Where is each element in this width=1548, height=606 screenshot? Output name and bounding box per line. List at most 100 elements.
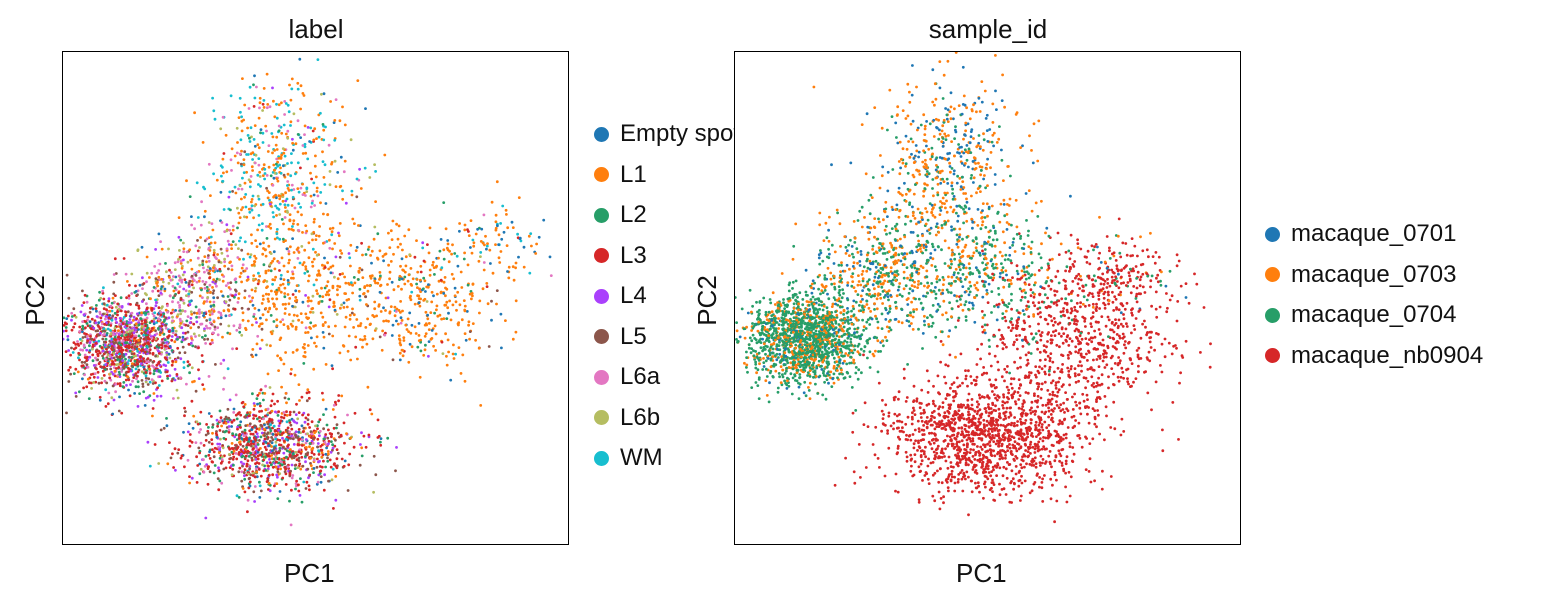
scatter-point xyxy=(287,261,291,265)
scatter-point xyxy=(866,318,870,321)
scatter-point xyxy=(506,270,509,273)
scatter-point xyxy=(1091,295,1095,298)
scatter-point xyxy=(469,219,473,223)
scatter-point xyxy=(152,392,156,395)
scatter-point xyxy=(383,153,387,157)
scatter-point xyxy=(211,291,215,295)
scatter-point xyxy=(146,326,149,330)
scatter-point xyxy=(379,437,383,440)
scatter-point xyxy=(312,367,316,371)
scatter-point xyxy=(422,259,426,263)
scatter-point xyxy=(228,298,232,302)
scatter-point xyxy=(201,296,204,299)
scatter-point xyxy=(308,140,311,143)
scatter-point xyxy=(262,241,265,245)
scatter-point xyxy=(140,324,144,328)
scatter-point xyxy=(318,225,321,228)
scatter-point xyxy=(224,466,228,470)
scatter-point xyxy=(178,285,182,288)
scatter-point xyxy=(251,151,255,155)
scatter-point xyxy=(265,448,268,451)
scatter-point xyxy=(302,426,306,430)
scatter-point xyxy=(178,304,181,307)
scatter-point xyxy=(184,323,188,327)
scatter-point xyxy=(293,305,297,309)
scatter-point xyxy=(142,365,146,369)
scatter-point xyxy=(299,84,303,88)
scatter-point xyxy=(195,311,199,315)
scatter-point xyxy=(132,331,136,335)
scatter-point xyxy=(221,294,225,298)
scatter-point xyxy=(463,379,467,383)
scatter-point xyxy=(195,481,199,484)
scatter-point xyxy=(1086,249,1090,253)
scatter-point xyxy=(309,462,312,465)
scatter-point xyxy=(197,430,201,434)
scatter-point xyxy=(976,481,980,485)
scatter-point xyxy=(266,196,270,200)
scatter-point xyxy=(292,456,296,460)
scatter-point xyxy=(230,473,234,477)
scatter-point xyxy=(281,282,285,286)
scatter-point xyxy=(222,208,226,211)
scatter-point xyxy=(121,322,125,325)
scatter-point xyxy=(1068,383,1071,387)
scatter-point xyxy=(328,227,332,231)
scatter-point xyxy=(291,141,294,145)
scatter-point xyxy=(136,380,140,384)
scatter-point xyxy=(267,419,271,423)
scatter-point xyxy=(975,294,979,297)
scatter-point xyxy=(486,242,489,246)
scatter-point xyxy=(514,261,518,265)
scatter-point xyxy=(494,213,498,217)
scatter-point xyxy=(163,287,167,291)
scatter-point xyxy=(264,248,267,252)
scatter-point xyxy=(132,315,136,319)
scatter-point xyxy=(490,200,494,204)
scatter-point xyxy=(204,439,208,442)
scatter-point xyxy=(199,223,203,227)
scatter-point xyxy=(144,371,148,374)
scatter-point xyxy=(365,284,369,287)
scatter-point xyxy=(238,440,242,444)
scatter-point xyxy=(145,316,149,320)
scatter-point xyxy=(504,319,507,322)
scatter-point xyxy=(224,415,228,419)
scatter-point xyxy=(257,116,261,120)
scatter-point xyxy=(333,119,337,122)
scatter-point xyxy=(219,311,223,315)
scatter-point xyxy=(205,319,209,322)
scatter-point xyxy=(101,291,105,295)
scatter-point xyxy=(134,290,138,293)
scatter-point xyxy=(171,296,175,300)
scatter-point xyxy=(333,275,336,279)
scatter-point xyxy=(144,348,148,351)
scatter-point xyxy=(250,458,254,462)
scatter-point xyxy=(195,455,199,459)
scatter-point xyxy=(207,453,211,457)
scatter-point xyxy=(269,429,273,433)
scatter-point xyxy=(278,446,282,450)
scatter-point xyxy=(284,437,288,441)
scatter-point xyxy=(155,332,159,336)
scatter-point xyxy=(278,197,282,201)
scatter-point xyxy=(286,293,290,296)
scatter-point xyxy=(476,227,479,231)
scatter-point xyxy=(118,341,121,345)
scatter-point xyxy=(272,302,275,306)
scatter-point xyxy=(1175,319,1179,323)
scatter-point xyxy=(254,442,258,445)
scatter-point xyxy=(219,247,223,251)
scatter-point xyxy=(317,269,321,273)
scatter-point xyxy=(337,399,340,403)
scatter-point xyxy=(152,314,156,318)
scatter-point xyxy=(426,285,430,289)
scatter-point xyxy=(96,376,100,379)
scatter-point xyxy=(182,258,185,262)
scatter-point xyxy=(155,363,159,367)
scatter-point xyxy=(317,234,321,238)
scatter-point xyxy=(253,96,257,100)
scatter-point xyxy=(185,250,189,254)
scatter-point xyxy=(246,498,250,502)
scatter-point xyxy=(109,378,113,382)
